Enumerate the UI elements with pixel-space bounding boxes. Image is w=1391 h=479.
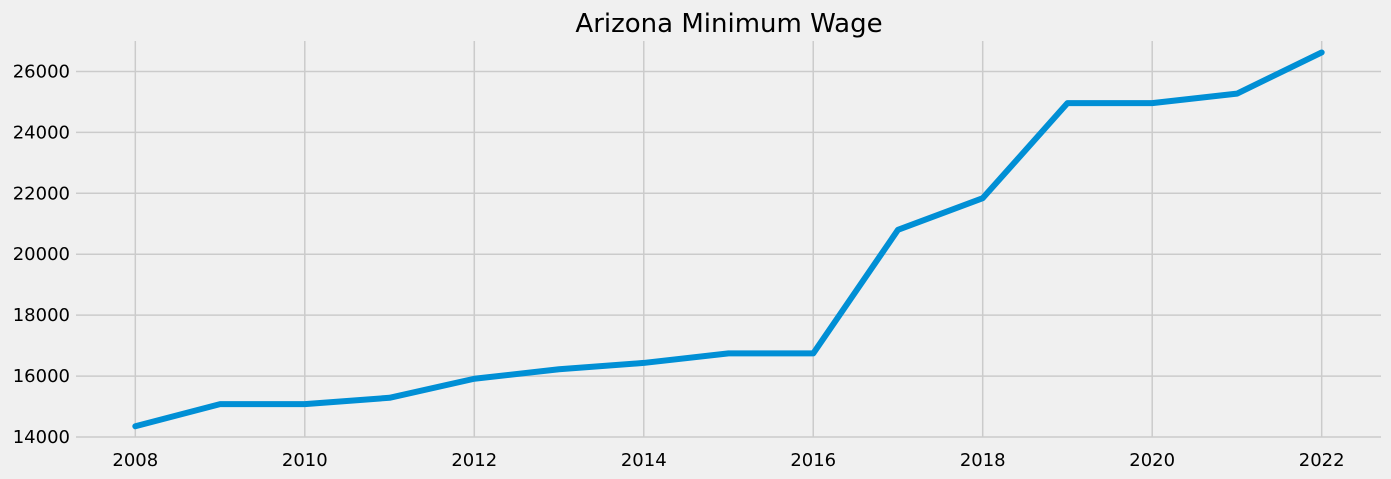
x-tick-label: 2008: [112, 450, 158, 471]
x-tick-label: 2012: [451, 450, 497, 471]
x-axis-ticks: 2008 2010 2012 2014 2016 2018 2020 2022: [112, 450, 1344, 471]
series-line: [132, 49, 1325, 430]
y-tick-label: 18000: [13, 305, 70, 326]
y-tick-label: 14000: [13, 427, 70, 448]
y-tick-label: 22000: [13, 183, 70, 204]
y-axis-ticks: 14000 16000 18000 20000 22000 24000 26000: [13, 61, 70, 448]
x-tick-label: 2014: [621, 450, 667, 471]
series-layer: [132, 49, 1325, 430]
x-tick-label: 2010: [282, 450, 328, 471]
x-tick-label: 2018: [960, 450, 1006, 471]
x-tick-label: 2022: [1299, 450, 1345, 471]
y-tick-label: 26000: [13, 61, 70, 82]
chart-title: Arizona Minimum Wage: [575, 9, 882, 39]
x-tick-label: 2016: [790, 450, 836, 471]
grid: [76, 41, 1381, 438]
y-tick-label: 16000: [13, 366, 70, 387]
y-tick-label: 24000: [13, 122, 70, 143]
y-tick-label: 20000: [13, 244, 70, 265]
x-tick-label: 2020: [1129, 450, 1175, 471]
